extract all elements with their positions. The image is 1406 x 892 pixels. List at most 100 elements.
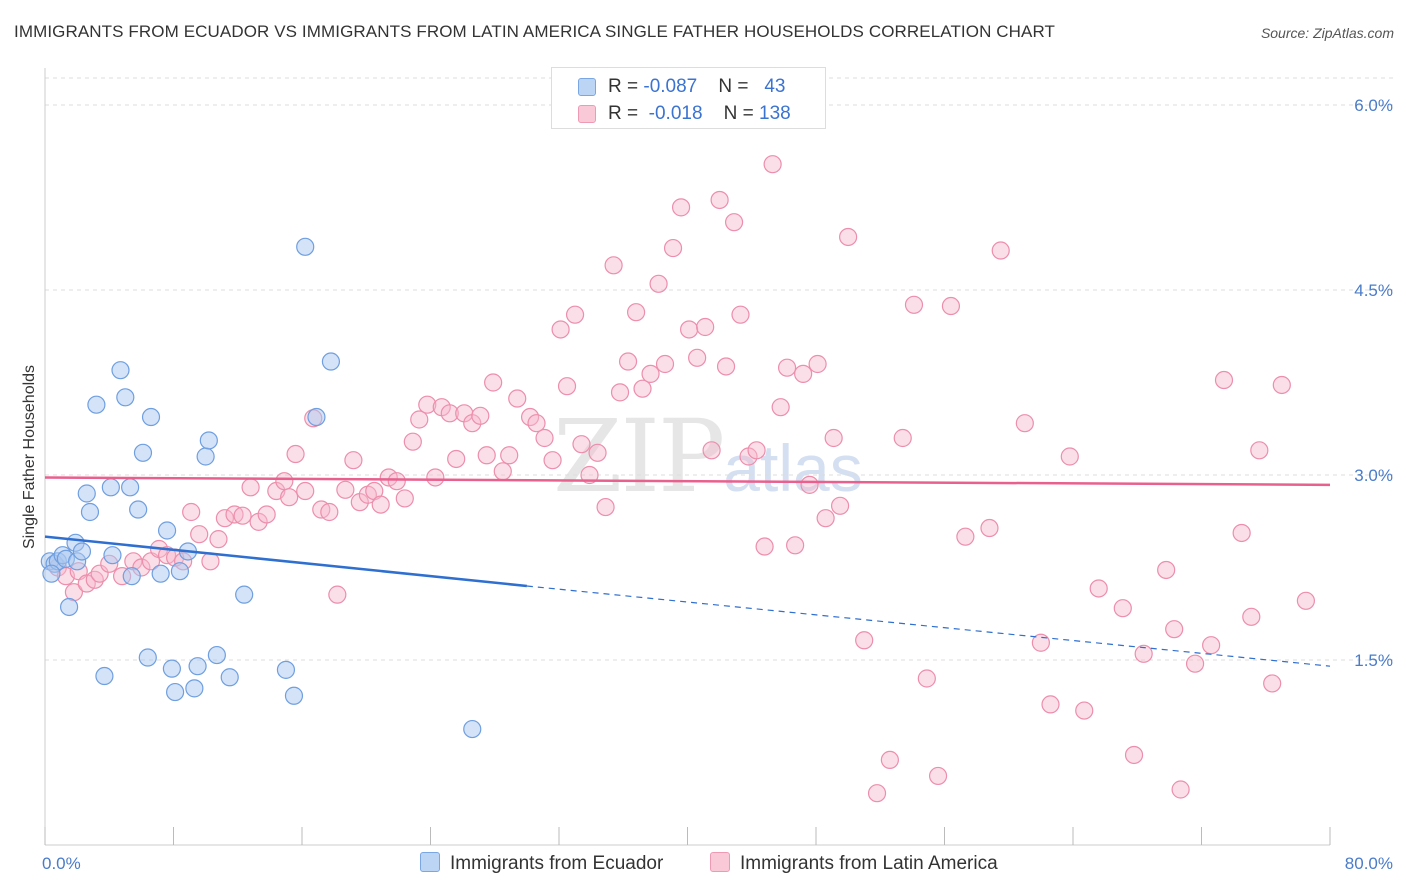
latin-america-point (1296, 591, 1316, 610)
latin-america-point (1060, 447, 1079, 466)
ecuador-point (170, 562, 190, 581)
latin-america-point (830, 496, 850, 515)
latin-america-point (786, 536, 805, 555)
latin-america-point (688, 348, 707, 367)
latin-america-point (731, 305, 750, 324)
ecuador-point (296, 237, 315, 256)
latin-america-point (440, 404, 459, 423)
ecuador-point (157, 521, 177, 540)
latin-america-point (535, 428, 554, 448)
ecuador-point (188, 657, 207, 676)
latin-america-point (275, 472, 294, 491)
latin-america-point (90, 564, 109, 583)
latin-america-point (824, 428, 843, 448)
latin-america-point (716, 357, 736, 376)
latin-america-point (551, 320, 570, 339)
latin-america-point (702, 441, 721, 460)
latin-america-point (777, 358, 797, 377)
latin-america-point (816, 509, 835, 528)
latin-america-point (771, 398, 790, 417)
ecuador-point (77, 484, 96, 503)
stats-legend: R = -0.087 N = 43 R = -0.018 N = 138 (551, 67, 826, 129)
latin-america-point (572, 435, 591, 454)
latin-america-point (1263, 674, 1282, 693)
latin-america-point (1165, 620, 1184, 639)
ecuador-point (116, 388, 135, 407)
x-tick-label: 80.0% (1345, 854, 1393, 873)
ecuador-point (42, 564, 61, 583)
latin-america-point (286, 444, 305, 464)
ecuador-trend-extension (526, 585, 1331, 667)
latin-america-point (85, 570, 104, 589)
latin-america-point (1250, 441, 1269, 460)
watermark: ZIPatlas (553, 398, 863, 515)
latin-america-point (484, 373, 503, 392)
latin-america-point (956, 527, 975, 546)
n-label: N = (723, 103, 760, 124)
latin-america-point (580, 465, 599, 485)
watermark-zip: ZIP (553, 398, 725, 515)
latin-america-point (839, 227, 858, 247)
latin-america-point (991, 241, 1010, 260)
latin-america-point (663, 238, 683, 258)
legend-label-ecuador: Immigrants from Ecuador (450, 853, 664, 874)
stats-row-latin-america: R = -0.018 N = 138 (552, 101, 825, 127)
legend-swatch-ecuador (420, 852, 440, 872)
latin-america-point (215, 509, 234, 528)
latin-america-point (747, 441, 766, 460)
latin-america-point (626, 303, 646, 322)
latin-america-point (471, 406, 490, 425)
chart-title: IMMIGRANTS FROM ECUADOR VS IMMIGRANTS FR… (14, 22, 1056, 41)
n-label: N = (718, 76, 754, 97)
latin-america-point (1157, 560, 1176, 580)
latin-america-point (403, 432, 422, 451)
source-label: Source: ZipAtlas.com (1260, 25, 1394, 41)
latin-america-point (893, 428, 912, 448)
latin-america-point (917, 669, 936, 688)
latin-america-point (941, 296, 961, 316)
latin-america-point (257, 505, 276, 524)
latin-america-point (604, 256, 623, 275)
latin-america-point (655, 354, 675, 374)
latin-america-point (280, 488, 299, 507)
latin-america-point (233, 506, 252, 525)
ecuador-point (463, 719, 482, 739)
tick-labels: 1.5% 3.0% 4.5% 6.0% 0.0% 80.0% (42, 96, 1393, 873)
ecuador-point (199, 431, 218, 450)
ecuador-point (220, 668, 239, 687)
ecuador-trend-line (44, 535, 528, 588)
trend-lines (44, 476, 1331, 667)
ecuador-point (103, 546, 122, 565)
latin-america-point (1041, 695, 1060, 714)
latin-america-point (447, 449, 466, 469)
latin-america-point (1113, 599, 1132, 618)
legend-item-latin-america: Immigrants from Latin America (710, 852, 998, 875)
latin-america-point (724, 213, 744, 232)
ecuador-point (72, 542, 92, 561)
latin-america-point (1232, 523, 1251, 543)
latin-america-point (336, 480, 355, 499)
r-label: R = (608, 76, 644, 97)
latin-america-point (1031, 633, 1050, 652)
ecuador-point (207, 645, 226, 665)
ecuador-point (196, 447, 215, 466)
latin-america-point (543, 451, 562, 470)
stats-swatch-ecuador (578, 78, 596, 96)
legend-swatch-latin-america (710, 852, 730, 872)
latin-america-point (808, 354, 827, 374)
r-label: R = (608, 103, 644, 124)
ecuador-point (122, 567, 141, 586)
ecuador-points (40, 237, 482, 739)
latin-america-point (1089, 579, 1108, 598)
ecuador-point (101, 478, 120, 497)
latin-america-point (241, 478, 260, 497)
latin-america-point (794, 364, 813, 383)
latin-america-point (344, 451, 363, 470)
y-tick-label: 6.0% (1354, 96, 1393, 115)
latin-america-point (328, 585, 347, 604)
axes (44, 68, 1331, 846)
latin-america-point (649, 274, 668, 293)
legend-item-ecuador: Immigrants from Ecuador (420, 852, 663, 875)
latin-america-point (1185, 654, 1205, 673)
